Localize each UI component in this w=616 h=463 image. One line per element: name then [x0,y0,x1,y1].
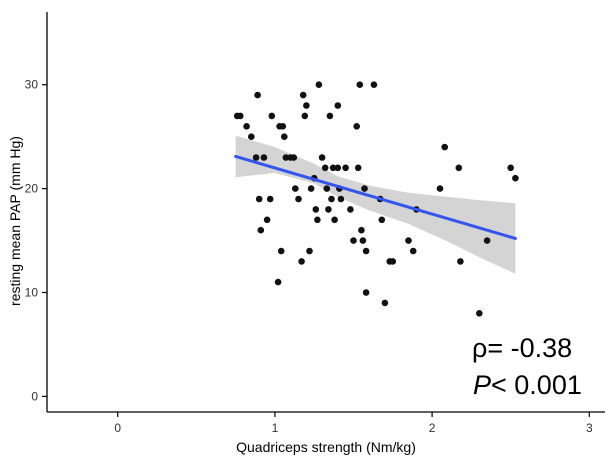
data-point [350,237,357,244]
data-point [334,164,342,172]
data-point [329,164,337,172]
data-point [358,226,365,234]
data-point [312,206,320,213]
p-value-annotation: P< 0.001 [473,370,582,400]
data-point [342,164,349,172]
data-point [299,91,307,99]
data-point [354,164,362,172]
x-tick-label: 0 [114,421,121,435]
data-point [255,195,263,203]
data-point [298,258,305,265]
data-point [237,112,244,120]
y-tick-label: 30 [25,78,39,92]
data-point [323,185,331,192]
data-point [277,247,285,255]
data-point [307,185,315,192]
data-point [248,133,255,140]
regression-line [234,154,517,240]
data-point [347,206,354,213]
data-point [295,195,302,203]
data-point [252,154,260,161]
data-point [457,258,464,265]
data-point [334,102,342,109]
data-point [455,164,463,172]
y-tick-label: 20 [25,182,39,196]
data-point [315,81,323,88]
data-point [476,310,483,317]
data-point [268,112,276,120]
data-point [507,164,514,172]
data-point [321,164,329,172]
data-point [263,216,271,224]
data-point [314,216,321,224]
data-point [326,112,334,120]
data-point [274,278,282,286]
y-tick-label: 0 [31,389,38,403]
x-tick-label: 1 [272,421,279,435]
data-point [318,154,326,161]
p-value: < 0.001 [491,370,582,400]
data-point [512,174,519,182]
axes-layer [46,12,605,413]
data-point [370,81,378,88]
data-point [328,195,335,203]
p-symbol: P [473,370,491,400]
data-point [325,206,332,213]
data-point [243,123,250,130]
data-point [361,185,368,192]
y-axis-title: resting mean PAP (mm Hg) [7,136,23,306]
data-point [266,195,274,203]
y-tick-label: 10 [25,286,39,300]
data-point [337,195,345,203]
data-point [483,237,491,244]
data-point [362,289,370,296]
data-point [292,185,299,192]
data-point [353,123,361,130]
data-point [260,154,268,161]
data-point [331,216,338,224]
data-point [389,258,397,265]
data-point [282,154,290,161]
data-point [436,185,444,192]
data-point [409,247,417,255]
data-point [362,247,370,255]
x-tick-label: 3 [586,421,593,435]
data-point [441,143,449,151]
x-tick-label: 2 [429,421,436,435]
data-point [378,216,386,224]
data-point [356,81,364,88]
data-point [257,226,265,234]
data-point [359,237,367,244]
data-point [381,299,389,307]
data-points-layer [233,81,519,317]
fit-line-layer [234,154,517,240]
x-axis-title: Quadriceps strength (Nm/kg) [236,439,416,455]
confidence-band-layer [235,135,516,274]
data-point [254,91,261,99]
confidence-band [235,135,516,274]
data-point [279,123,287,130]
data-point [281,133,288,140]
data-point [303,102,310,109]
data-point [306,247,313,255]
data-point [290,154,298,161]
data-point [405,237,412,244]
data-point [301,112,309,120]
rho-annotation: ρ= -0.38 [472,333,572,363]
